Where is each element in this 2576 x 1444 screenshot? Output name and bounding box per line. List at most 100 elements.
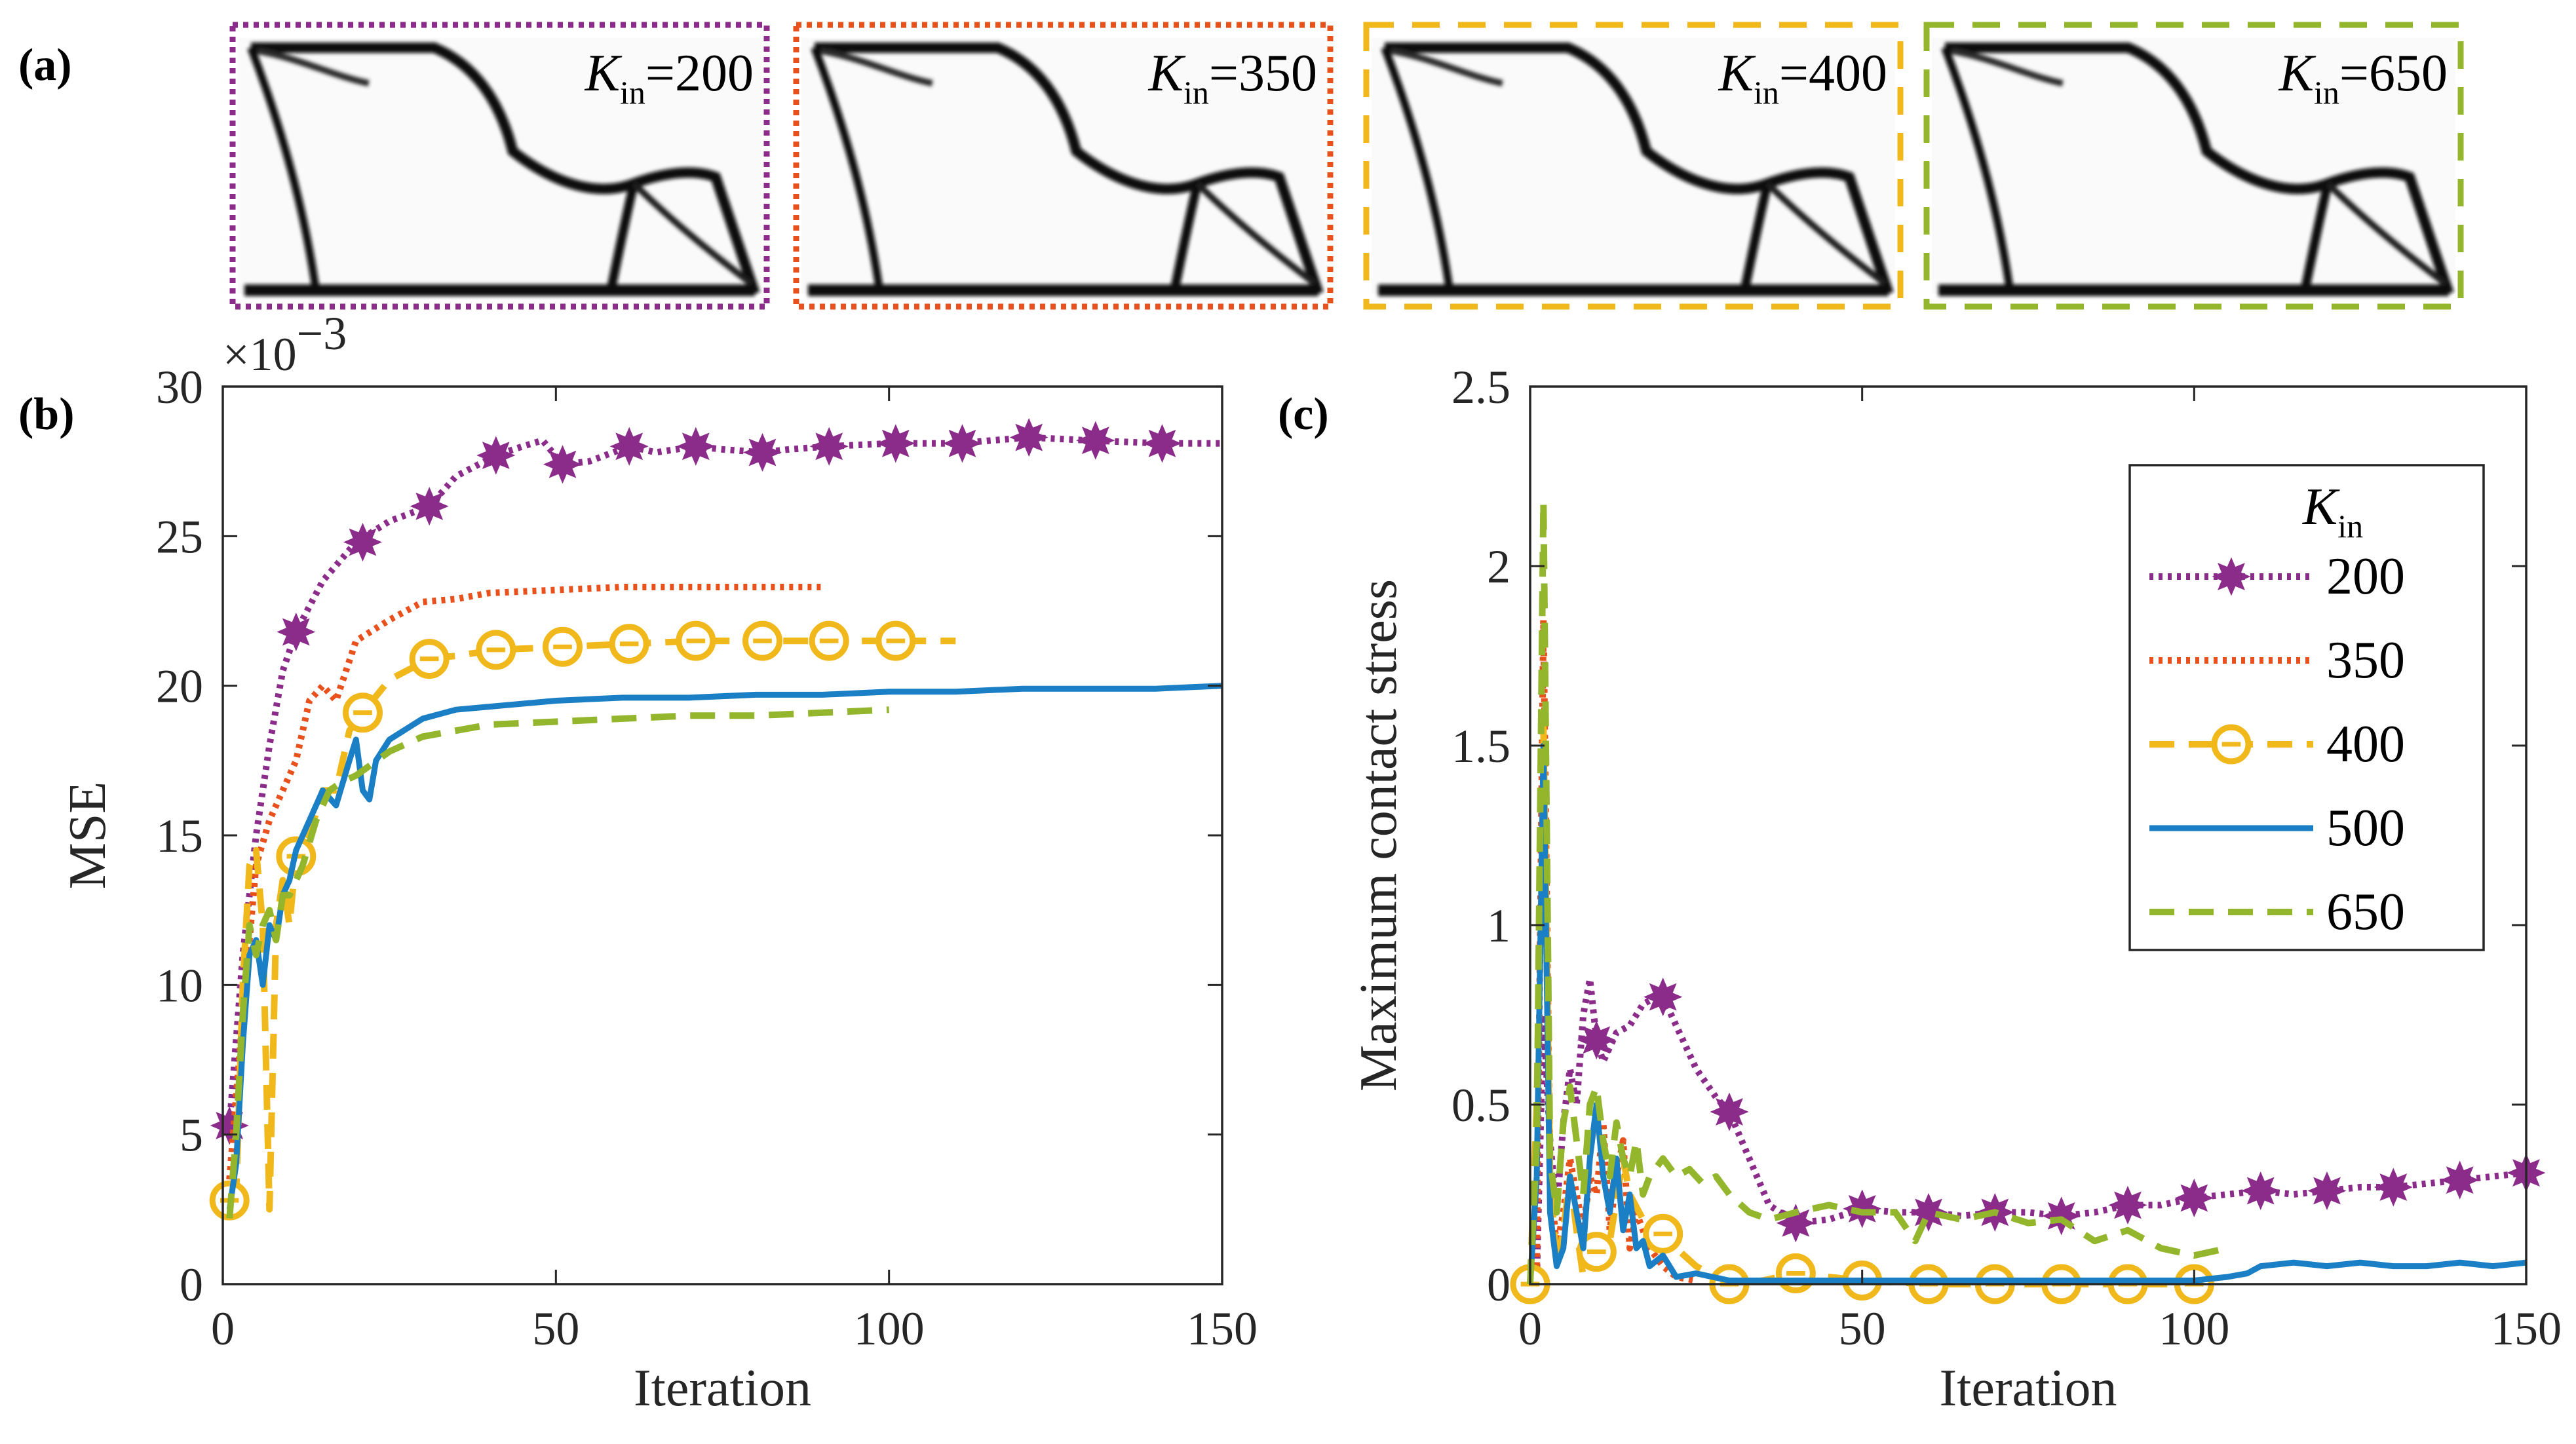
y-tick-label: 20 — [156, 660, 203, 713]
y-tick-label: 0.5 — [1451, 1079, 1510, 1131]
topology-image — [801, 38, 1325, 294]
star-marker — [942, 424, 982, 463]
series-line-200 — [1533, 976, 2527, 1278]
thumbnail-frame — [1363, 22, 1904, 310]
x-tick-label: 150 — [2491, 1302, 2562, 1355]
topology-image — [1372, 38, 1895, 294]
star-marker — [2440, 1160, 2480, 1200]
series-line-500 — [1527, 742, 2527, 1285]
series-line-400 — [227, 637, 956, 1213]
star-marker — [742, 432, 782, 472]
star-marker — [476, 436, 516, 475]
topology-background — [1932, 38, 2455, 294]
star-marker — [543, 445, 583, 484]
star-marker — [876, 424, 915, 463]
panel-label-c: (c) — [1278, 389, 1329, 440]
y-exponent-label: ×10−3 — [223, 307, 347, 381]
series-line-350 — [226, 584, 822, 1180]
star-marker — [2307, 1171, 2347, 1211]
series-200 — [210, 418, 1222, 1145]
star-marker — [2374, 1168, 2413, 1207]
y-tick-label: 5 — [180, 1109, 203, 1162]
y-tick-label: 10 — [156, 959, 203, 1012]
legend-label-650: 650 — [2326, 883, 2405, 941]
legend-box — [2128, 464, 2485, 951]
x-tick-label: 100 — [2159, 1302, 2229, 1355]
x-axis-label: Iteration — [634, 1359, 811, 1417]
x-tick-label: 50 — [532, 1302, 579, 1355]
series-500 — [1527, 742, 2527, 1285]
topology-image — [1932, 38, 2455, 294]
x-axis-label: Iteration — [1940, 1359, 2117, 1417]
thumbnail-frame — [229, 22, 770, 310]
series-500 — [226, 683, 1223, 1210]
y-tick-label: 30 — [156, 361, 203, 413]
y-tick-label: 1 — [1487, 900, 1510, 952]
star-marker — [277, 612, 316, 652]
star-marker — [1710, 1092, 1749, 1131]
thumbnail-label: Kin=200 — [585, 45, 754, 111]
legend-label-200: 200 — [2326, 548, 2405, 605]
y-tick-label: 15 — [156, 810, 203, 862]
x-tick-label: 0 — [1518, 1302, 1542, 1355]
y-tick-label: 0 — [1487, 1259, 1510, 1311]
series-400 — [209, 620, 956, 1221]
legend-label-500: 500 — [2326, 799, 2405, 857]
star-marker — [410, 487, 449, 526]
star-marker — [1142, 424, 1182, 463]
thumbnail-label: Kin=350 — [1148, 45, 1317, 111]
star-marker — [2241, 1171, 2280, 1211]
x-tick-label: 0 — [211, 1302, 235, 1355]
star-marker — [2212, 557, 2251, 596]
star-marker — [1644, 978, 1683, 1017]
star-marker — [1009, 418, 1048, 457]
star-marker — [2174, 1178, 2214, 1218]
y-tick-label: 1.5 — [1451, 720, 1510, 772]
star-marker — [676, 427, 716, 466]
mse-chart: 0 50 100 150 0 5 10 15 20 25 30 Iteration MSE ×10−3 — [59, 307, 1258, 1417]
thumbnail-frame — [1923, 22, 2464, 310]
panel-label-b: (b) — [18, 389, 75, 440]
stress-chart: 0 50 100 150 0 0.5 1 1.5 2 2.5 Iteration Maximum co… — [1350, 361, 2562, 1417]
axes-box — [1529, 385, 2528, 1285]
thumbnail-400: Kin=400 — [1363, 22, 1904, 310]
star-marker — [809, 427, 849, 466]
thumbnail-label: Kin=650 — [2278, 45, 2448, 111]
thumbnail-label: Kin=400 — [1718, 45, 1887, 111]
y-axis-label: Maximum contact stress — [1350, 579, 1408, 1092]
series-350 — [226, 584, 822, 1180]
star-marker — [1076, 421, 1115, 460]
topology-background — [238, 38, 761, 294]
topology-background — [801, 38, 1325, 294]
thumbnail-frame — [793, 22, 1334, 310]
star-marker — [343, 522, 383, 562]
series-line-650 — [226, 706, 889, 1219]
y-axis-label: MSE — [59, 782, 117, 890]
x-tick-label: 50 — [1839, 1302, 1886, 1355]
topology-background — [1372, 38, 1895, 294]
topology-image — [238, 38, 761, 294]
star-marker — [1843, 1189, 1882, 1228]
thumbnail-row: Kin=200 Kin=350 Kin=400 Kin=650 — [229, 22, 2464, 310]
x-tick-label: 150 — [1187, 1302, 1258, 1355]
star-marker — [2108, 1185, 2147, 1225]
y-tick-label: 2 — [1487, 541, 1510, 593]
star-marker — [1577, 1020, 1616, 1059]
series-line-650 — [1527, 498, 2229, 1285]
series-650 — [1527, 498, 2229, 1285]
series-650 — [226, 706, 889, 1219]
panel-label-a: (a) — [18, 40, 72, 90]
thumbnail-200: Kin=200 — [229, 22, 770, 310]
y-tick-label: 2.5 — [1451, 361, 1510, 413]
legend-label-350: 350 — [2326, 632, 2405, 689]
y-tick-label: 25 — [156, 510, 203, 563]
y-tick-label: 0 — [180, 1259, 203, 1311]
x-tick-label: 100 — [854, 1302, 925, 1355]
star-marker — [1909, 1192, 1948, 1232]
axes-box — [221, 385, 1223, 1285]
thumbnail-350: Kin=350 — [793, 22, 1334, 310]
series-line-500 — [226, 683, 1223, 1210]
legend-label-400: 400 — [2326, 715, 2405, 773]
